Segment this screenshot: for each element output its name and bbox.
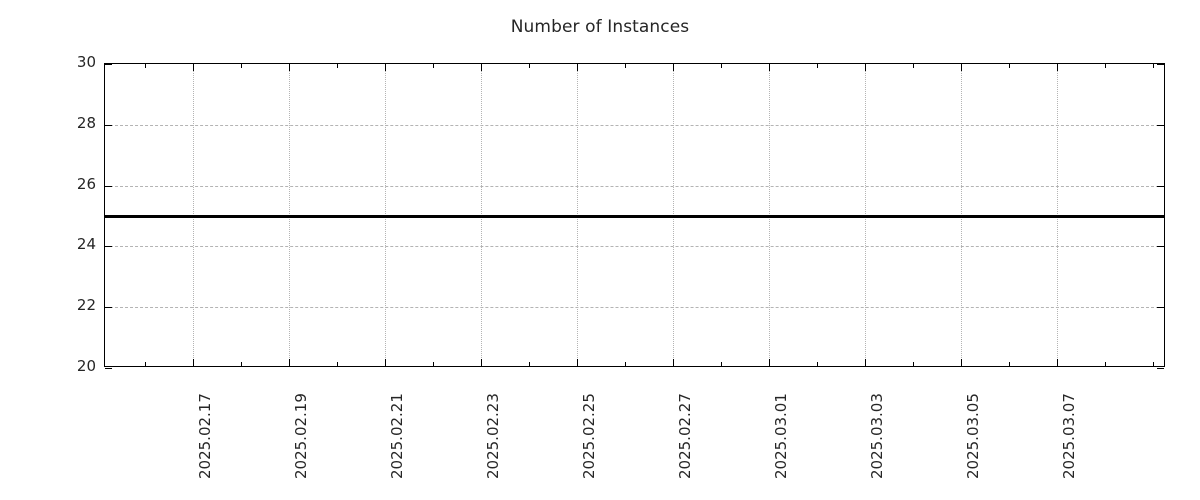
x-tick-minor	[1153, 362, 1154, 366]
x-tick-label: 2025.02.25	[580, 393, 598, 479]
x-tick-major	[1057, 359, 1058, 366]
plot-area	[104, 63, 1165, 369]
x-tick-major	[1057, 64, 1058, 71]
y-axis-tick-labels: 20 22 24 26 28 30	[44, 55, 96, 374]
x-tick-minor	[529, 362, 530, 366]
gridline-horizontal	[105, 124, 1164, 126]
x-tick-major	[769, 64, 770, 71]
y-tick-major	[105, 64, 112, 65]
x-tick-label: 2025.02.17	[196, 393, 214, 479]
gridline-horizontal	[105, 307, 1164, 309]
y-tick-major	[105, 124, 112, 126]
y-tick-major	[1157, 185, 1164, 187]
x-tick-major	[481, 64, 482, 71]
x-tick-minor	[145, 362, 146, 366]
x-axis-tick-labels: 2025.02.17 2025.02.19 2025.02.21 2025.02.23…	[104, 367, 1165, 497]
x-tick-minor	[625, 64, 626, 68]
x-tick-minor	[1009, 64, 1010, 68]
x-tick-minor	[721, 64, 722, 68]
x-tick-minor	[337, 362, 338, 366]
chart-title: Number of Instances	[510, 17, 690, 37]
y-tick-major	[1157, 307, 1164, 309]
x-tick-label: 2025.03.01	[772, 393, 790, 479]
y-tick-label: 26	[76, 174, 96, 193]
x-tick-major	[769, 359, 770, 366]
x-tick-minor	[241, 362, 242, 366]
x-tick-major	[481, 359, 482, 366]
x-tick-minor	[241, 64, 242, 68]
y-tick-major	[105, 368, 112, 369]
y-tick-label: 24	[76, 235, 96, 254]
x-tick-minor	[433, 64, 434, 68]
x-tick-minor	[913, 64, 914, 68]
x-tick-minor	[1153, 64, 1154, 68]
x-tick-label: 2025.03.05	[964, 393, 982, 479]
x-tick-minor	[625, 362, 626, 366]
x-tick-major	[385, 64, 386, 71]
data-series-line	[105, 214, 1164, 218]
x-tick-label: 2025.03.07	[1060, 393, 1078, 479]
x-tick-major	[673, 64, 674, 71]
x-tick-minor	[529, 64, 530, 68]
x-tick-minor	[817, 362, 818, 366]
x-tick-minor	[1009, 362, 1010, 366]
x-tick-major	[193, 359, 194, 366]
x-tick-label: 2025.02.21	[388, 393, 406, 479]
x-tick-minor	[721, 362, 722, 366]
x-tick-minor	[145, 64, 146, 68]
x-tick-major	[385, 359, 386, 366]
x-tick-label: 2025.02.19	[292, 393, 310, 479]
x-tick-major	[577, 64, 578, 71]
y-tick-label: 30	[76, 53, 96, 71]
x-tick-label: 2025.03.03	[868, 393, 886, 479]
x-tick-major	[673, 359, 674, 366]
gridline-horizontal	[105, 246, 1164, 248]
y-tick-major	[1157, 368, 1164, 369]
y-tick-label: 22	[76, 296, 96, 315]
x-tick-major	[961, 64, 962, 71]
x-tick-minor	[337, 64, 338, 68]
x-tick-label: 2025.02.27	[676, 393, 694, 479]
x-tick-major	[961, 359, 962, 366]
x-tick-minor	[913, 362, 914, 366]
x-tick-major	[193, 64, 194, 71]
x-tick-major	[865, 64, 866, 71]
y-tick-major	[1157, 64, 1164, 65]
x-tick-minor	[817, 64, 818, 68]
y-tick-major	[1157, 124, 1164, 126]
x-tick-major	[865, 359, 866, 366]
y-tick-label: 20	[76, 357, 96, 375]
x-tick-major	[289, 359, 290, 366]
y-tick-major	[105, 246, 112, 248]
x-tick-minor	[1105, 362, 1106, 366]
y-tick-major	[105, 185, 112, 187]
x-tick-label: 2025.02.23	[484, 393, 502, 479]
y-tick-major	[1157, 246, 1164, 248]
y-tick-label: 28	[76, 113, 96, 132]
x-tick-major	[577, 359, 578, 366]
gridline-horizontal	[105, 185, 1164, 187]
x-tick-minor	[1105, 64, 1106, 68]
x-tick-major	[289, 64, 290, 71]
x-tick-minor	[433, 362, 434, 366]
y-tick-major	[105, 307, 112, 309]
